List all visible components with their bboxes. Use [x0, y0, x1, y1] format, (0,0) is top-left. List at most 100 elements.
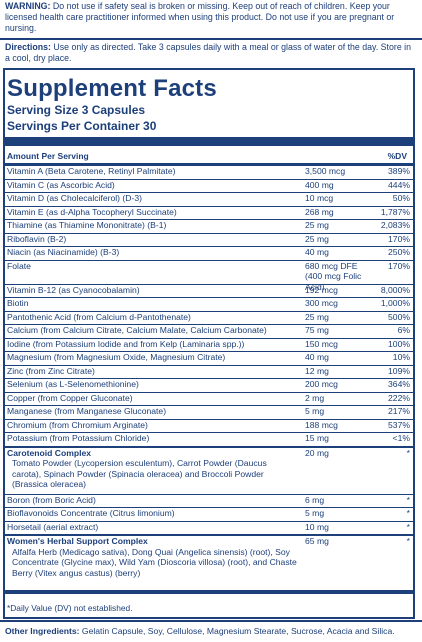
- nutrient-label: Calcium (from Calcium Citrate, Calcium M…: [7, 325, 267, 335]
- amount-value: 192 mcg: [305, 284, 338, 295]
- amount-cell: 150 mcg: [305, 339, 377, 350]
- nutrient-label: Bioflavonoids Concentrate (Citrus limoni…: [7, 508, 175, 518]
- dv-value: 537%: [388, 419, 410, 430]
- table-row: Copper (from Copper Gluconate) 2 mg 222%: [5, 391, 413, 406]
- amount-value: 680 mcg DFE: [305, 260, 358, 271]
- amount-cell: 680 mcg DFE (400 mcg Folic Acid): [305, 261, 377, 293]
- nutrient-label: Zinc (from Zinc Citrate): [7, 365, 95, 376]
- dv-value: *: [406, 536, 410, 546]
- table-row: Niacin (as Niacinamide) (B-3) 40 mg 250%: [5, 246, 413, 260]
- dv-value: 222%: [388, 392, 410, 403]
- dv-value: 109%: [388, 365, 410, 376]
- nutrient-label: Magnesium (from Magnesium Oxide, Magnesi…: [7, 352, 226, 362]
- table-header: Amount Per Serving %DV: [7, 151, 411, 162]
- warning-label: WARNING:: [5, 1, 51, 11]
- dv-value: 364%: [388, 379, 410, 389]
- table-row: Riboflavin (B-2) 25 mg 170%: [5, 232, 413, 247]
- nutrient-label: Folate: [7, 260, 31, 271]
- amount-value: 10 mcg: [305, 193, 334, 203]
- dv-value: 500%: [388, 311, 410, 322]
- amount-value: 6 mg: [305, 494, 325, 505]
- nutrient-name: Pantothenic Acid (from Calcium d-Pantoth…: [7, 312, 297, 323]
- serving-size: Serving Size 3 Capsules: [7, 103, 146, 117]
- dv-value: 250%: [388, 247, 410, 257]
- nutrient-name: Chromium (from Chromium Arginate): [7, 420, 297, 431]
- table-row: Vitamin C (as Ascorbic Acid) 400 mg 444%: [5, 178, 413, 193]
- table-row: Chromium (from Chromium Arginate) 188 mcg…: [5, 418, 413, 433]
- amount-cell: 2 mg: [305, 393, 377, 404]
- amount-cell: 268 mg: [305, 207, 377, 218]
- nutrient-label: Potassium (from Potassium Chloride): [7, 433, 150, 443]
- amount-cell: 188 mcg: [305, 420, 377, 431]
- table-row: Magnesium (from Magnesium Oxide, Magnesi…: [5, 351, 413, 365]
- divider: [0, 38, 422, 40]
- nutrient-label: Boron (from Boric Acid): [7, 494, 96, 505]
- nutrient-name: Potassium (from Potassium Chloride): [7, 433, 297, 444]
- nutrient-label: Manganese (from Manganese Gluconate): [7, 406, 167, 416]
- nutrient-name: Biotin: [7, 298, 297, 309]
- table-row: Selenium (as L-Selenomethionine) 200 mcg 3…: [5, 378, 413, 392]
- amount-value: 25 mg: [305, 311, 329, 322]
- dv-value: 100%: [388, 338, 410, 349]
- amount-value: 25 mg: [305, 233, 329, 244]
- nutrient-name: Carotenoid Complex Tomato Powder (Lycoper…: [7, 448, 297, 490]
- table-row: Horsetail (aerial extract) 10 mg *: [5, 520, 413, 535]
- table-row: Zinc (from Zinc Citrate) 12 mg 109%: [5, 364, 413, 379]
- footnote: *Daily Value (DV) not established.: [7, 603, 133, 613]
- amount-cell: 25 mg: [305, 220, 377, 231]
- amount-cell: 15 mg: [305, 433, 377, 444]
- directions-text: Use only as directed. Take 3 capsules da…: [5, 42, 412, 63]
- nutrient-label: Vitamin C (as Ascorbic Acid): [7, 179, 115, 190]
- amount-cell: 10 mcg: [305, 193, 377, 204]
- nutrient-name: Calcium (from Calcium Citrate, Calcium M…: [7, 325, 297, 336]
- amount-value: 10 mg: [305, 521, 329, 532]
- table-row: Manganese (from Manganese Gluconate) 5 mg…: [5, 405, 413, 419]
- amount-cell: 40 mg: [305, 247, 377, 258]
- nutrient-name: Vitamin D (as Cholecalciferol) (D-3): [7, 193, 297, 204]
- nutrient-label: Iodine (from Potassium Iodide and from K…: [7, 338, 245, 349]
- dv-value: *: [406, 494, 410, 505]
- dv-value: *: [406, 447, 410, 458]
- nutrient-label: Vitamin A (Beta Carotene, Retinyl Palmit…: [7, 166, 176, 176]
- amount-value: 65 mg: [305, 536, 329, 546]
- thick-rule: [5, 137, 413, 146]
- amount-value: 40 mg: [305, 247, 329, 257]
- nutrient-name: Vitamin C (as Ascorbic Acid): [7, 180, 297, 191]
- nutrient-label: Vitamin D (as Cholecalciferol) (D-3): [7, 193, 142, 203]
- dv-value: 170%: [388, 233, 410, 244]
- nutrient-name: Folate: [7, 261, 297, 272]
- nutrient-label: Horsetail (aerial extract): [7, 521, 99, 532]
- nutrient-table: Vitamin A (Beta Carotene, Retinyl Palmit…: [5, 166, 413, 583]
- amount-cell: 300 mcg: [305, 298, 377, 309]
- nutrient-label: Riboflavin (B-2): [7, 233, 67, 244]
- other-ingredients-label: Other Ingredients:: [5, 626, 80, 636]
- amount-value: 3,500 mcg: [305, 166, 346, 176]
- amount-value: 75 mg: [305, 325, 329, 335]
- amount-value: 400 mg: [305, 179, 334, 190]
- amount-value: 25 mg: [305, 220, 329, 230]
- amount-value: 5 mg: [305, 508, 325, 518]
- nutrient-name: Zinc (from Zinc Citrate): [7, 366, 297, 377]
- table-row: Biotin 300 mcg 1,000%: [5, 297, 413, 311]
- supplement-facts-panel: [3, 68, 415, 619]
- directions-label: Directions:: [5, 42, 51, 52]
- amount-value: 12 mg: [305, 365, 329, 376]
- dv-value: 1,000%: [380, 298, 410, 308]
- other-ingredients-text: Gelatin Capsule, Soy, Cellulose, Magnesi…: [81, 626, 395, 636]
- amount-value: 188 mcg: [305, 419, 338, 430]
- dv-header: %DV: [387, 151, 407, 161]
- dv-value: 8,000%: [380, 284, 410, 295]
- nutrient-name: Riboflavin (B-2): [7, 234, 297, 245]
- amount-cell: 400 mg: [305, 180, 377, 191]
- amount-per-serving-header: Amount Per Serving: [7, 151, 89, 161]
- table-row: Vitamin B-12 (as Cyanocobalamin) 192 mcg 8…: [5, 283, 413, 298]
- dv-value: 444%: [388, 179, 410, 190]
- nutrient-name: Selenium (as L-Selenomethionine): [7, 379, 297, 390]
- dv-value: 389%: [388, 166, 410, 176]
- nutrient-name: Copper (from Copper Gluconate): [7, 393, 297, 404]
- amount-value: 5 mg: [305, 406, 325, 416]
- servings-per-container: Servings Per Container 30: [7, 119, 157, 133]
- dv-value: 50%: [392, 193, 410, 203]
- amount-cell: 200 mcg: [305, 379, 377, 390]
- amount-cell: 75 mg: [305, 325, 377, 336]
